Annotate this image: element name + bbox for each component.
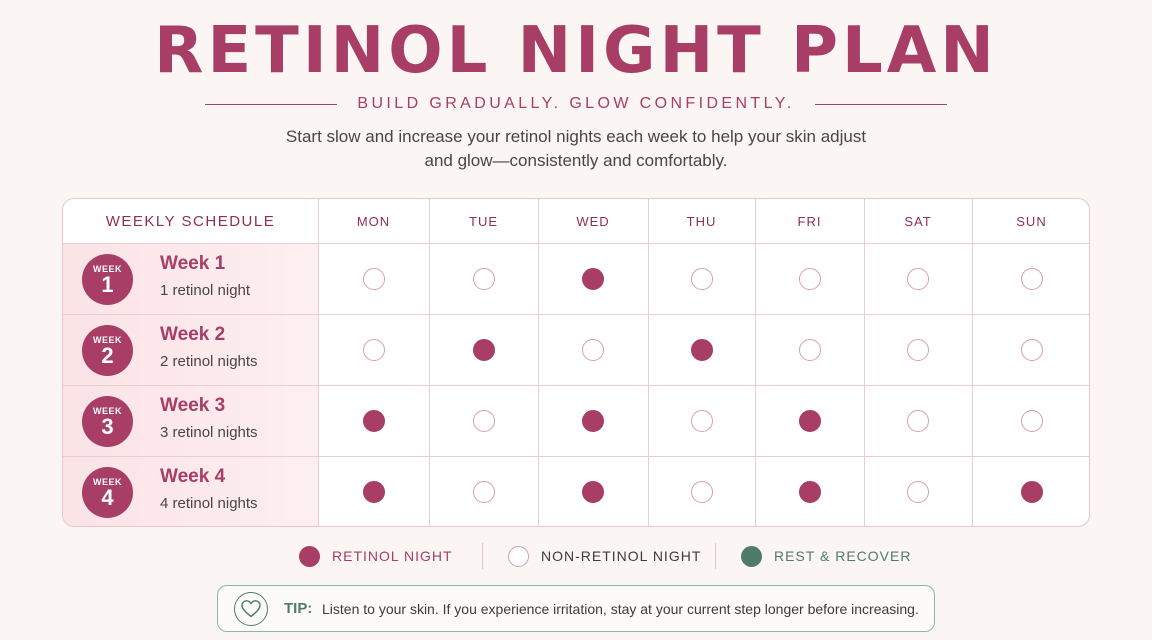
non-retinol-night-dot (907, 267, 929, 290)
non-retinol-night-dot (798, 267, 821, 290)
table-row-divider (63, 314, 1089, 315)
week-badge-number: 3 (101, 413, 114, 439)
week-badge-word: WEEK (93, 477, 122, 487)
day-header-tue: TUE (469, 213, 498, 229)
legend-non-retinol-night: NON-RETINOL NIGHT (508, 544, 701, 568)
week-title: Week 1 (160, 252, 226, 274)
week-badge: WEEK 3 (82, 395, 133, 447)
week-badge: WEEK 1 (82, 253, 133, 305)
table-row-divider (63, 243, 1089, 244)
non-retinol-night-dot (907, 481, 929, 503)
legend-retinol-label: RETINOL NIGHT (332, 548, 453, 564)
tip-box: TIP: Listen to your skin. If you experie… (217, 585, 935, 632)
page-subtitle: BUILD GRADUALLY. GLOW CONFIDENTLY. (357, 95, 795, 112)
legend-divider (715, 543, 716, 569)
week-badge: WEEK 2 (82, 324, 133, 376)
week-badge-word: WEEK (93, 263, 122, 274)
non-retinol-night-dot (690, 409, 713, 432)
retinol-night-dot (362, 409, 385, 432)
non-retinol-night-dot (472, 267, 495, 290)
week-subtitle: 3 retinol nights (160, 423, 258, 441)
weekly-schedule-header: WEEKLY SCHEDULE (105, 212, 276, 230)
week-title: Week 4 (160, 466, 226, 487)
tip-label: TIP: (284, 600, 313, 617)
table-column-divider (972, 199, 973, 526)
non-retinol-night-dot (907, 338, 929, 361)
non-retinol-night-dot (1020, 267, 1043, 290)
retinol-night-dot (798, 481, 821, 503)
non-retinol-night-dot (690, 267, 713, 290)
non-retinol-night-dot (472, 481, 495, 503)
legend-rest-recover: REST & RECOVER (741, 544, 911, 568)
non-retinol-night-dot (362, 267, 385, 290)
retinol-night-dot (582, 267, 604, 290)
week-badge: WEEK 4 (82, 467, 133, 518)
schedule-table: WEEKLY SCHEDULE MON TUE WED THU FRI SAT SUN WEE… (62, 198, 1090, 527)
empty-circle-icon (508, 545, 529, 567)
legend-rest-label: REST & RECOVER (774, 548, 912, 564)
non-retinol-night-dot (690, 481, 713, 503)
rest-dot-icon (741, 545, 762, 567)
subtitle-divider-right (814, 103, 947, 105)
day-header-mon: MON (356, 213, 391, 229)
retinol-night-dot (362, 481, 385, 503)
day-header-fri: FRI (797, 213, 822, 229)
day-header-sat: SAT (904, 213, 932, 229)
retinol-night-dot (798, 409, 821, 432)
week-title: Week 2 (160, 323, 226, 345)
week-badge-number: 2 (101, 342, 114, 368)
tip-text: Listen to your skin. If you experience i… (322, 601, 919, 617)
table-row-divider (63, 456, 1089, 457)
week-badge-word: WEEK (93, 405, 122, 416)
page-title: RETINOL NIGHT PLAN (154, 14, 998, 88)
intro-line-1: Start slow and increase your retinol nig… (285, 127, 867, 146)
retinol-night-dot (1020, 481, 1043, 503)
table-column-divider (648, 199, 649, 526)
legend-divider (482, 543, 483, 569)
heart-icon (234, 592, 268, 626)
table-column-divider (318, 199, 319, 526)
retinol-night-dot (690, 338, 713, 361)
week-subtitle: 1 retinol night (160, 281, 251, 299)
week-badge-word: WEEK (93, 334, 122, 345)
subtitle-row: BUILD GRADUALLY. GLOW CONFIDENTLY. (0, 94, 1152, 114)
table-column-divider (755, 199, 756, 526)
day-header-wed: WED (576, 213, 610, 229)
retinol-dot-icon (299, 545, 320, 567)
week-badge-number: 1 (101, 271, 114, 297)
table-column-divider (538, 199, 539, 526)
non-retinol-night-dot (1020, 409, 1043, 432)
non-retinol-night-dot (798, 338, 821, 361)
subtitle-divider-left (205, 103, 338, 105)
table-row-divider (63, 385, 1089, 386)
legend-retinol-night: RETINOL NIGHT (299, 544, 453, 568)
retinol-night-dot (472, 338, 495, 361)
table-column-divider (429, 199, 430, 526)
legend-non-retinol-label: NON-RETINOL NIGHT (541, 548, 702, 564)
retinol-night-dot (582, 481, 604, 503)
week-title: Week 3 (160, 394, 226, 416)
non-retinol-night-dot (907, 409, 929, 432)
intro-text: Start slow and increase your retinol nig… (226, 125, 926, 173)
week-subtitle: 2 retinol nights (160, 352, 258, 370)
week-badge-number: 4 (101, 485, 114, 510)
day-header-sun: SUN (1016, 213, 1047, 229)
non-retinol-night-dot (582, 338, 604, 361)
non-retinol-night-dot (472, 409, 495, 432)
day-header-thu: THU (686, 213, 717, 229)
intro-line-2: and glow—consistently and comfortably. (424, 151, 728, 170)
table-column-divider (864, 199, 865, 526)
week-subtitle: 4 retinol nights (160, 495, 258, 512)
retinol-night-dot (582, 409, 604, 432)
non-retinol-night-dot (362, 338, 385, 361)
non-retinol-night-dot (1020, 338, 1043, 361)
